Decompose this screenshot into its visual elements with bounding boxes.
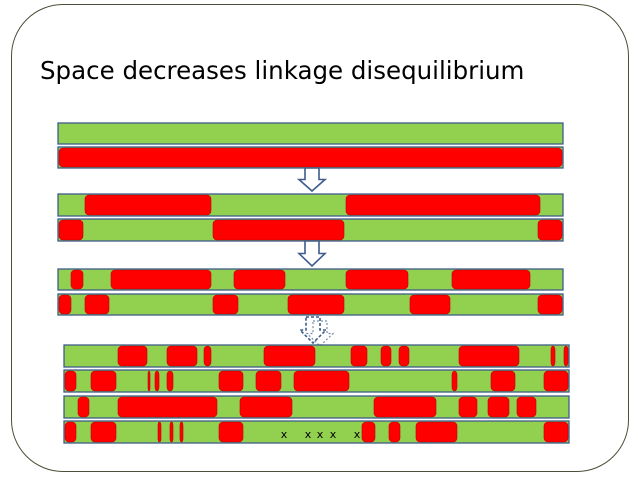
chromosome-10 bbox=[63, 420, 570, 444]
chromosome-segment-red bbox=[345, 194, 541, 216]
chromosome-segment-red bbox=[458, 345, 520, 367]
chromosome-outline bbox=[57, 193, 564, 217]
chromosome-segment-red bbox=[147, 370, 151, 392]
chromosome-segment-red bbox=[373, 396, 437, 418]
chromosome-segment-red bbox=[212, 294, 239, 315]
chromosome-segment-red bbox=[293, 370, 350, 392]
chromosome-segment-red bbox=[487, 396, 510, 418]
chromosome-segment-red bbox=[58, 294, 72, 315]
chromosome-segment-red bbox=[287, 294, 345, 315]
chromosome-segment-red bbox=[203, 345, 212, 367]
chromosome-segment-red bbox=[263, 345, 316, 367]
crossover-mark: x bbox=[354, 428, 361, 441]
chromosome-segment-red bbox=[169, 421, 174, 443]
chromosome-segment-red bbox=[415, 421, 458, 443]
chromosome-segment-red bbox=[380, 345, 392, 367]
chromosome-segment-red bbox=[77, 396, 90, 418]
chromosome-segment-red bbox=[212, 219, 345, 241]
chromosome-segment-red bbox=[398, 345, 410, 367]
chromosome-segment-red bbox=[117, 396, 218, 418]
chromosome-outline bbox=[63, 420, 570, 444]
chromosome-outline bbox=[63, 344, 570, 368]
down-arrow-icon bbox=[305, 320, 335, 347]
chromosome-segment-red bbox=[64, 421, 77, 443]
chromosome-9 bbox=[63, 395, 570, 419]
chromosome-segment-red bbox=[166, 370, 174, 392]
chromosome-segment-red bbox=[218, 370, 244, 392]
chromosome-outline bbox=[57, 268, 564, 291]
chromosome-outline bbox=[57, 293, 564, 316]
chromosome-segment-red bbox=[345, 269, 409, 290]
chromosome-segment-red bbox=[58, 147, 563, 168]
chromosome-segment-red bbox=[58, 219, 84, 241]
chromosome-segment-red bbox=[117, 345, 148, 367]
chromosome-segment-red bbox=[543, 421, 569, 443]
chromosome-segment-red bbox=[537, 219, 563, 241]
crossover-mark: x bbox=[317, 428, 324, 441]
chromosome-segment-red bbox=[70, 269, 84, 290]
chromosome-outline bbox=[63, 369, 570, 393]
chromosome-segment-red bbox=[157, 421, 162, 443]
chromosome-segment-red bbox=[350, 345, 368, 367]
chromosome-segment-red bbox=[451, 269, 531, 290]
chromosome-segment-red bbox=[84, 194, 212, 216]
down-arrow-icon bbox=[298, 316, 328, 345]
chromosome-segment-red bbox=[451, 370, 458, 392]
chromosome-1 bbox=[57, 122, 564, 145]
chromosome-segment-red bbox=[110, 269, 212, 290]
chromosome-6 bbox=[57, 293, 564, 316]
chromosome-5 bbox=[57, 268, 564, 291]
chromosome-segment-red bbox=[154, 370, 160, 392]
chromosome-3 bbox=[57, 193, 564, 217]
chromosome-segment-red bbox=[516, 396, 537, 418]
chromosome-outline bbox=[63, 395, 570, 419]
chromosome-segment-red bbox=[563, 345, 569, 367]
chromosome-segment-red bbox=[458, 396, 478, 418]
crossover-mark: x bbox=[305, 428, 312, 441]
chromosome-segment-red bbox=[84, 294, 110, 315]
chromosome-outline bbox=[57, 122, 564, 145]
chromosome-segment-red bbox=[64, 370, 77, 392]
chromosome-4 bbox=[57, 218, 564, 242]
chromosome-8 bbox=[63, 369, 570, 393]
chromosome-segment-green bbox=[58, 123, 563, 144]
chromosome-segment-red bbox=[255, 370, 282, 392]
chromosome-7 bbox=[63, 344, 570, 368]
chromosome-segment-red bbox=[90, 370, 117, 392]
down-arrow-icon bbox=[296, 167, 328, 193]
crossover-mark: x bbox=[330, 428, 337, 441]
chromosome-segment-red bbox=[179, 421, 184, 443]
slide-title: Space decreases linkage disequilibrium bbox=[40, 56, 525, 85]
chromosome-bars bbox=[57, 122, 570, 444]
chromosome-segment-red bbox=[550, 345, 556, 367]
chromosome-segment-red bbox=[233, 269, 286, 290]
chromosome-segment-red bbox=[543, 370, 569, 392]
down-arrow-icon bbox=[297, 240, 327, 268]
chromosome-2 bbox=[57, 146, 564, 169]
chromosome-segment-red bbox=[388, 421, 401, 443]
generation-arrows bbox=[296, 167, 335, 347]
chromosome-segment-red bbox=[409, 294, 451, 315]
chromosome-segment-red bbox=[166, 345, 198, 367]
chromosome-segment-red bbox=[90, 421, 117, 443]
crossover-mark: x bbox=[281, 428, 288, 441]
chromosome-segment-red bbox=[490, 370, 516, 392]
chromosome-segment-red bbox=[537, 294, 563, 315]
chromosome-segment-red bbox=[361, 421, 376, 443]
chromosome-segment-red bbox=[218, 421, 244, 443]
chromosome-segment-red bbox=[239, 396, 293, 418]
